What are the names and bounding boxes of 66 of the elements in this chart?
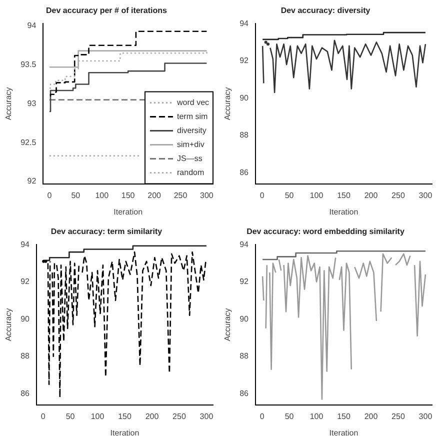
y-tick-label: 92 xyxy=(20,277,30,286)
x-tick-label: 300 xyxy=(418,412,433,421)
y-tick-label: 93.5 xyxy=(20,60,37,70)
x-tick-label: 300 xyxy=(200,412,214,421)
chart-title: Dev accuracy: term similarity xyxy=(50,227,163,236)
y-tick-label: 92 xyxy=(27,176,37,186)
x-tick-label: 50 xyxy=(66,412,76,421)
x-tick-label: 50 xyxy=(284,190,294,200)
x-tick-label: 250 xyxy=(174,190,188,200)
x-tick-label: 100 xyxy=(90,412,105,421)
y-tick-label: 92 xyxy=(240,277,250,286)
x-tick-label: 200 xyxy=(148,190,162,200)
x-tick-label: 250 xyxy=(392,190,406,200)
x-tick-label: 50 xyxy=(284,412,294,421)
y-tick-label: 93 xyxy=(27,98,37,108)
x-axis-title: Iteration xyxy=(110,428,140,438)
y-tick-label: 94 xyxy=(240,18,250,28)
y-tick-label: 88 xyxy=(240,352,250,361)
legend-label: sim+div xyxy=(177,140,204,150)
x-tick-label: 200 xyxy=(364,412,378,421)
x-tick-label: 0 xyxy=(260,412,265,421)
x-axis-title: Iteration xyxy=(114,207,143,216)
legend-label: diversity xyxy=(177,126,206,136)
x-tick-label: 300 xyxy=(418,190,433,200)
y-tick-label: 90 xyxy=(240,314,250,324)
x-tick-label: 200 xyxy=(145,412,160,421)
y-axis-title: Accuracy xyxy=(4,87,14,120)
x-tick-label: 150 xyxy=(121,190,136,200)
x-tick-label: 0 xyxy=(40,412,46,421)
chart-title: Dev accuracy: diversity xyxy=(280,6,371,16)
x-tick-label: 200 xyxy=(364,190,378,200)
x-tick-label: 100 xyxy=(310,412,324,421)
x-tick-label: 100 xyxy=(95,190,110,200)
y-tick-label: 90 xyxy=(20,314,30,324)
x-axis-title: Iteration xyxy=(329,207,358,216)
y-tick-label: 94 xyxy=(27,21,37,30)
x-tick-label: 100 xyxy=(310,190,324,200)
y-tick-label: 94 xyxy=(20,240,30,249)
y-tick-label: 92.5 xyxy=(20,138,37,147)
y-tick-label: 92 xyxy=(240,56,250,66)
y-tick-label: 90 xyxy=(240,93,250,102)
x-tick-label: 0 xyxy=(260,190,265,200)
x-axis-title: Iteration xyxy=(329,428,358,438)
y-tick-label: 88 xyxy=(240,130,250,140)
x-tick-label: 50 xyxy=(71,190,81,200)
y-tick-label: 86 xyxy=(240,168,250,177)
y-axis-title: Accuracy xyxy=(223,87,232,120)
x-tick-label: 0 xyxy=(47,190,52,200)
x-tick-label: 150 xyxy=(118,412,132,421)
y-tick-label: 86 xyxy=(20,388,30,398)
x-tick-label: 150 xyxy=(337,412,351,421)
chart-title: Dev accuracy per # of iterations xyxy=(46,6,168,16)
x-tick-label: 250 xyxy=(392,412,406,421)
y-tick-label: 88 xyxy=(20,352,30,361)
x-tick-label: 300 xyxy=(200,190,214,200)
legend-label: random xyxy=(177,168,204,178)
legend-label: word vec xyxy=(176,98,210,108)
y-axis-title: Accuracy xyxy=(223,308,232,342)
legend-label: JS—ss xyxy=(177,154,202,164)
x-tick-label: 150 xyxy=(337,190,351,200)
chart-title: Dev accuracy: word embedding similarity xyxy=(246,227,405,236)
y-tick-label: 86 xyxy=(240,388,250,398)
y-tick-label: 94 xyxy=(240,240,250,249)
legend-label: term sim xyxy=(177,112,208,122)
y-axis-title: Accuracy xyxy=(4,308,14,342)
x-tick-label: 250 xyxy=(172,412,186,421)
